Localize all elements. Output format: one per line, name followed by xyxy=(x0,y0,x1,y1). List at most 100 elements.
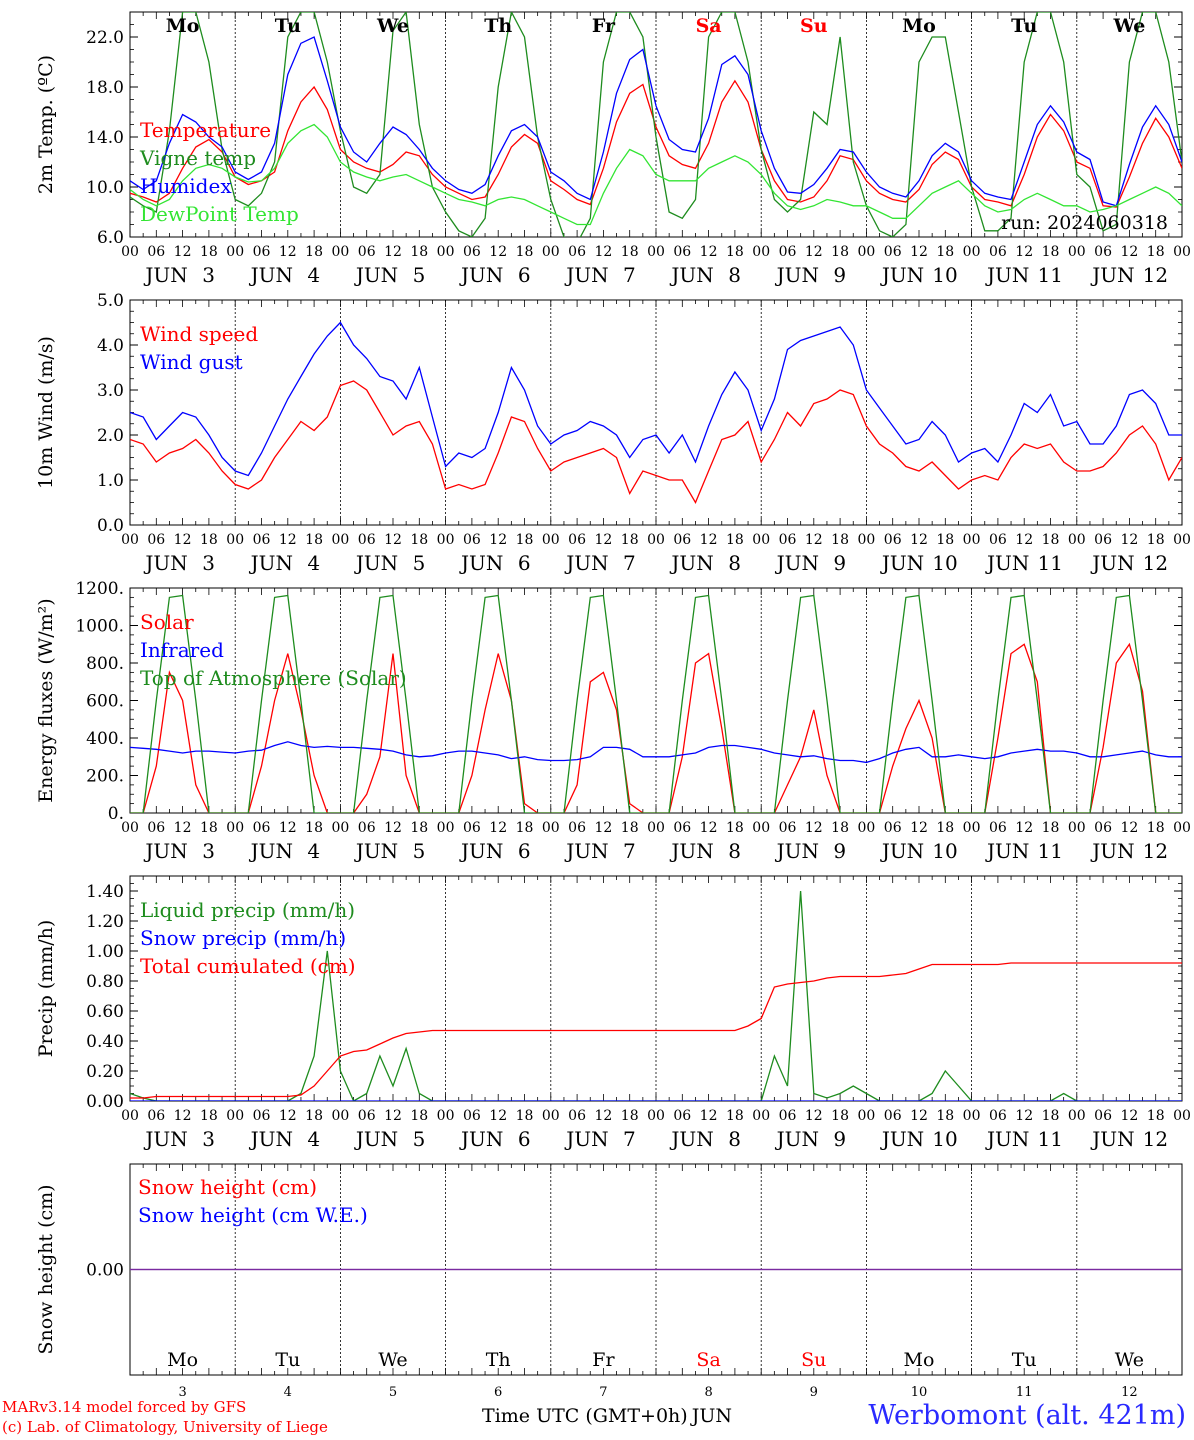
month-label: JUN xyxy=(459,263,503,287)
hour-tick-label: 18 xyxy=(410,532,428,548)
hour-tick-label: 12 xyxy=(1120,244,1138,260)
legend-entry: Snow height (cm) xyxy=(138,1175,317,1199)
hour-tick-label: 12 xyxy=(1120,820,1138,836)
hour-tick-label: 18 xyxy=(621,820,639,836)
x-axis-label: Time UTC (GMT+0h) xyxy=(482,1405,688,1427)
hour-tick-label: 00 xyxy=(1068,532,1086,548)
hour-tick-label: 06 xyxy=(1094,820,1112,836)
month-label: JUN xyxy=(354,263,398,287)
y-tick-label: 0.20 xyxy=(86,1062,124,1082)
hour-tick-label: 18 xyxy=(305,532,323,548)
credit-model: MARv3.14 model forced by GFS xyxy=(2,1398,247,1416)
hour-tick-label: 12 xyxy=(594,820,612,836)
y-tick-label: 1.20 xyxy=(86,912,124,932)
y-tick-label: 600. xyxy=(86,692,124,712)
month-label: JUN xyxy=(880,839,924,863)
hour-tick-label: 00 xyxy=(121,1108,139,1124)
month-label: JUN xyxy=(1090,551,1134,575)
hour-tick-label: 06 xyxy=(147,244,165,260)
hour-tick-label: 18 xyxy=(305,1108,323,1124)
legend-entry: Solar xyxy=(140,610,194,634)
series-line-wind-gust xyxy=(130,321,1182,477)
date-label: 10 xyxy=(911,1385,928,1400)
hour-tick-label: 18 xyxy=(516,1108,534,1124)
hour-tick-label: 06 xyxy=(989,532,1007,548)
legend-entry: Humidex xyxy=(140,174,232,198)
hour-tick-label: 12 xyxy=(279,244,297,260)
day-of-week-label: Mo xyxy=(166,15,200,37)
legend-entry: Temperature xyxy=(140,118,271,142)
hour-tick-label: 18 xyxy=(621,1108,639,1124)
hour-tick-label: 12 xyxy=(910,532,928,548)
month-label: JUN xyxy=(564,263,608,287)
hour-tick-label: 12 xyxy=(1015,1108,1033,1124)
hour-tick-label: 12 xyxy=(700,820,718,836)
hour-tick-label: 00 xyxy=(752,532,770,548)
date-label: 9 xyxy=(833,1127,846,1151)
date-label: 7 xyxy=(623,263,636,287)
month-label: JUN xyxy=(143,263,187,287)
hour-tick-label: 06 xyxy=(147,532,165,548)
hour-tick-label: 18 xyxy=(516,820,534,836)
hour-tick-label: 12 xyxy=(1015,820,1033,836)
hour-tick-label: 00 xyxy=(647,1108,665,1124)
day-of-week-label: We xyxy=(1115,1349,1144,1371)
hour-tick-label: 00 xyxy=(1173,1108,1191,1124)
date-label: 7 xyxy=(623,551,636,575)
hour-tick-label: 00 xyxy=(1173,532,1191,548)
month-label: JUN xyxy=(564,1127,608,1151)
month-label: JUN xyxy=(459,551,503,575)
month-label: JUN xyxy=(1090,1127,1134,1151)
hour-tick-label: 00 xyxy=(542,1108,560,1124)
hour-tick-label: 18 xyxy=(726,244,744,260)
date-label: 8 xyxy=(728,839,741,863)
date-label: 7 xyxy=(623,1127,636,1151)
hour-tick-label: 00 xyxy=(963,244,981,260)
y-tick-label: 1.0 xyxy=(97,471,124,491)
y-tick-label: 4.0 xyxy=(97,336,124,356)
hour-tick-label: 12 xyxy=(174,244,192,260)
hour-tick-label: 12 xyxy=(700,244,718,260)
month-label: JUN xyxy=(775,839,819,863)
month-label: JUN xyxy=(564,551,608,575)
series-line-total-cumulated-cm- xyxy=(130,962,1182,1099)
date-label: 11 xyxy=(1037,551,1062,575)
hour-tick-label: 12 xyxy=(384,820,402,836)
hour-tick-label: 18 xyxy=(831,244,849,260)
day-of-week-label: Tu xyxy=(275,1349,300,1371)
legend-entry: Wind speed xyxy=(140,322,258,346)
hour-tick-label: 18 xyxy=(1042,820,1060,836)
y-axis-title: Energy fluxes (W/m²) xyxy=(35,598,57,802)
hour-tick-label: 00 xyxy=(331,820,349,836)
hour-tick-label: 00 xyxy=(121,532,139,548)
month-label: JUN xyxy=(775,1127,819,1151)
date-label: 3 xyxy=(202,551,215,575)
date-label: 11 xyxy=(1037,263,1062,287)
month-label: JUN xyxy=(669,839,713,863)
hour-tick-label: 12 xyxy=(279,820,297,836)
day-of-week-label: Su xyxy=(801,1349,826,1371)
date-label: 3 xyxy=(178,1385,186,1400)
hour-tick-label: 18 xyxy=(726,1108,744,1124)
hour-tick-label: 18 xyxy=(1147,244,1165,260)
date-label: 6 xyxy=(518,1127,531,1151)
hour-tick-label: 12 xyxy=(384,244,402,260)
hour-tick-label: 18 xyxy=(200,532,218,548)
date-label: 10 xyxy=(932,839,957,863)
hour-tick-label: 18 xyxy=(516,532,534,548)
series-line-liquid-precip-mm-h- xyxy=(130,890,1182,1101)
hour-tick-label: 00 xyxy=(963,820,981,836)
hour-tick-label: 12 xyxy=(489,244,507,260)
panel-4: 0.00 0.20 0.40 0.60 0.80 1.00 1.20 1.40 Precip (… xyxy=(35,875,1191,1151)
hour-tick-label: 12 xyxy=(594,532,612,548)
month-label: JUN xyxy=(354,1127,398,1151)
day-of-week-label: Tu xyxy=(275,15,301,37)
month-label: JUN xyxy=(249,839,293,863)
month-label: JUN xyxy=(775,263,819,287)
y-tick-label: 6.0 xyxy=(97,228,124,248)
hour-tick-label: 06 xyxy=(463,244,481,260)
hour-tick-label: 06 xyxy=(253,820,271,836)
hour-tick-label: 18 xyxy=(936,244,954,260)
hour-tick-label: 06 xyxy=(673,820,691,836)
hour-tick-label: 00 xyxy=(1173,244,1191,260)
